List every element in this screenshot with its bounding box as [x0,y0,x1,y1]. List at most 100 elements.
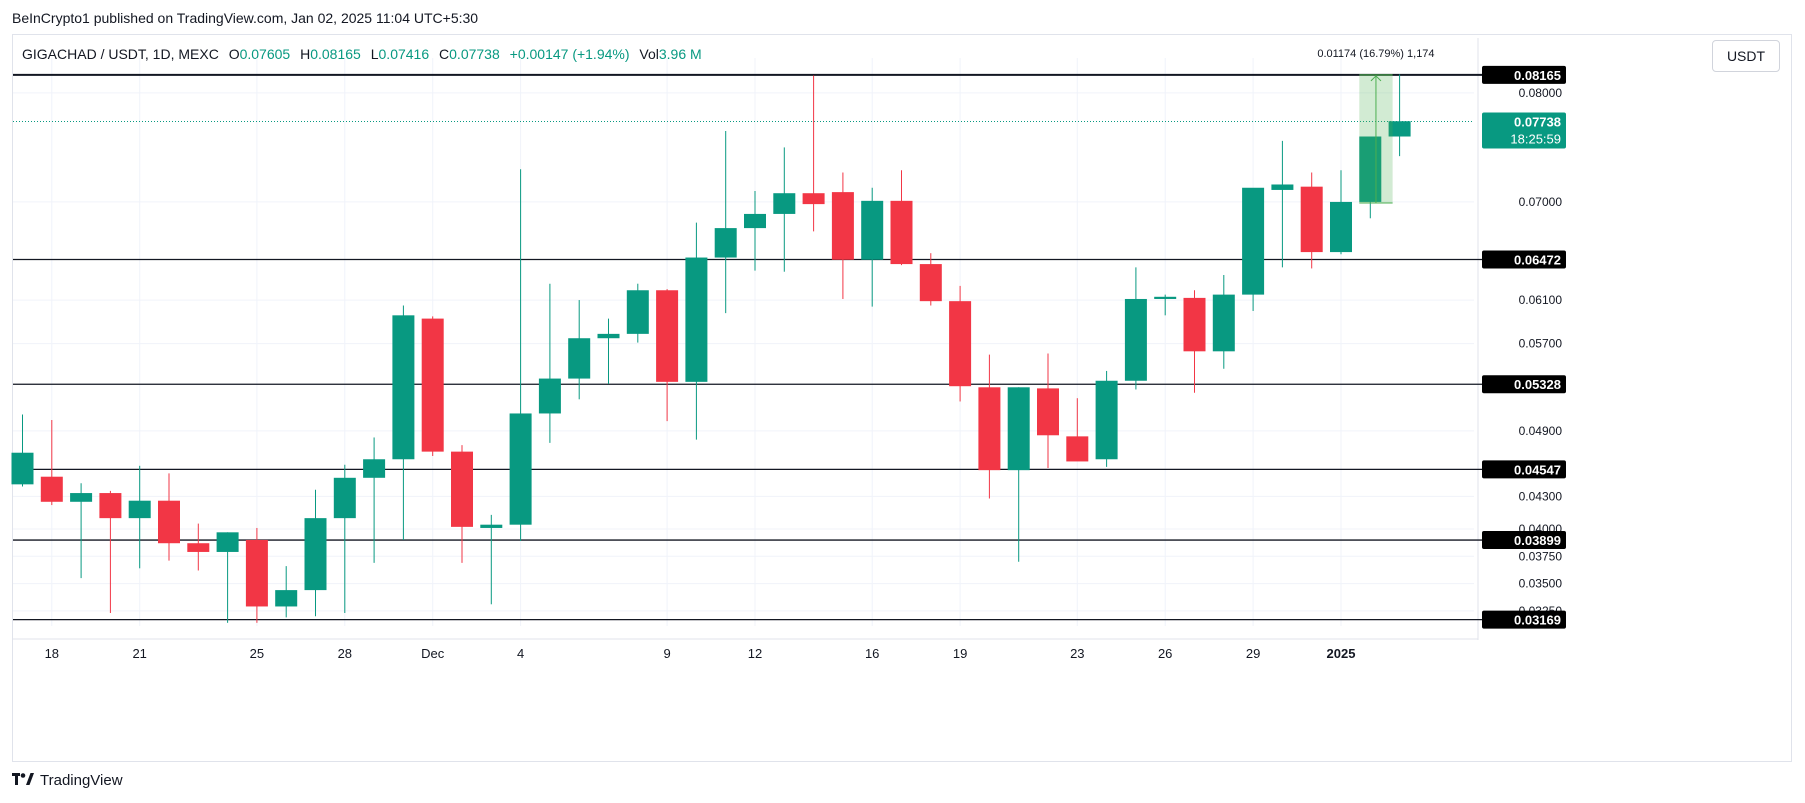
close-key: C [439,46,450,62]
y-tick-label: 0.06100 [1519,293,1563,307]
candle-body [1183,297,1206,352]
candle-body [304,518,327,591]
current-price-badge [1482,112,1566,149]
candle-body [158,500,180,544]
symbol-label[interactable]: GIGACHAD / USDT, 1D, MEXC [22,46,219,62]
candle-body [421,318,444,452]
candle-body [509,413,532,525]
measure-arrow-head [1370,75,1382,82]
candle-body [714,228,737,258]
low-key: L [370,46,379,62]
candle-body [216,532,239,552]
candle-body [1066,436,1089,462]
x-tick-label: 25 [250,646,264,661]
candle-body [1095,380,1118,460]
measure-label: 0.01174 (16.79%) 1,174 [1317,48,1434,60]
candle-body [275,590,298,607]
tradingview-brand[interactable]: TradingView [12,772,123,789]
volume-value: 3.96 M [658,46,702,62]
level-price-label: 0.03169 [1514,613,1561,628]
y-tick-label: 0.05700 [1519,337,1563,351]
x-tick-label: 18 [45,646,59,661]
candle-body [831,192,854,260]
level-price-label: 0.03899 [1514,533,1561,548]
x-tick-label: 29 [1246,646,1260,661]
candle-body [70,493,93,502]
high-key: H [300,46,311,62]
candle-body [656,290,679,382]
level-price-badge [1482,460,1566,479]
countdown-label: 18:25:59 [1510,131,1561,146]
x-tick-label: 9 [663,646,670,661]
candle-body [685,257,708,382]
x-tick-label: Dec [421,646,445,661]
level-price-label: 0.06472 [1514,253,1561,268]
currency-button[interactable]: USDT [1712,40,1780,72]
candle-body [392,315,415,460]
y-tick-label: 0.08000 [1519,86,1563,100]
y-tick-label: 0.04300 [1519,489,1563,503]
candle-body [187,543,210,552]
candle-body [626,290,649,334]
open-key: O [228,46,240,62]
tradingview-logo-icon [12,772,34,789]
candle-body [1212,294,1235,352]
level-price-badge [1482,375,1566,394]
candle-body [99,493,122,519]
close-value: 0.07738 [449,46,500,62]
candle-body [480,524,503,528]
candle-body [11,452,34,485]
candle-body [333,477,356,519]
x-tick-label: 23 [1070,646,1084,661]
candle-body [1124,298,1147,381]
low-value: 0.07416 [378,46,430,62]
candle-body [1007,387,1030,471]
level-price-label: 0.08165 [1514,68,1561,83]
y-tick-label: 0.07000 [1519,195,1563,209]
candle-body [1271,184,1294,190]
candle-body [773,193,796,214]
level-price-badge [1482,610,1566,629]
candle-body [128,500,151,519]
candle-body [978,387,1001,471]
candle-body [363,459,386,478]
level-price-label: 0.04547 [1514,462,1561,477]
candle-body [890,200,913,265]
candle-body [1388,121,1411,137]
level-price-label: 0.05328 [1514,377,1561,392]
x-tick-label: 12 [748,646,762,661]
level-price-badge [1482,65,1566,84]
y-tick-label: 0.04900 [1519,424,1563,438]
candle-body [919,264,942,302]
y-tick-label: 0.03500 [1519,577,1563,591]
publish-caption: BeInCrypto1 published on TradingView.com… [12,10,479,26]
x-tick-label: 4 [517,646,524,661]
candle-body [1242,187,1265,295]
x-tick-label: 19 [953,646,967,661]
candle-body [597,333,620,339]
x-tick-label: 16 [865,646,879,661]
brand-label: TradingView [40,772,123,789]
candle-body [40,476,63,502]
candle-body [861,200,884,260]
x-tick-label: 2025 [1327,646,1356,661]
candle-body [1300,186,1323,253]
x-tick-label: 21 [132,646,146,661]
ohlc-legend: GIGACHAD / USDT, 1D, MEXC O0.07605 H0.08… [22,46,702,62]
candle-body [802,193,825,205]
current-price-label: 0.07738 [1514,114,1561,129]
high-value: 0.08165 [310,46,361,62]
chart-frame [12,34,1792,762]
candle-body [538,378,561,414]
candle-body [744,213,766,229]
x-tick-label: 26 [1158,646,1172,661]
candle-body [1037,388,1059,436]
candle-body [245,539,268,607]
x-tick-label: 28 [338,646,352,661]
open-value: 0.07605 [239,46,291,62]
y-tick-label: 0.03750 [1519,549,1563,563]
candle-body [1330,201,1352,253]
candle-body [568,338,591,379]
volume-key: Vol [639,46,659,62]
